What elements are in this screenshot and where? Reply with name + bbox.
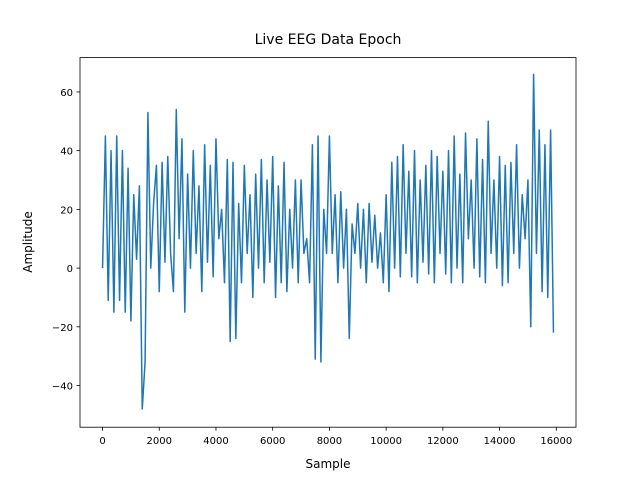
- x-tick-label: 8000: [317, 436, 342, 447]
- y-tick-label: 20: [60, 205, 73, 216]
- x-tick-label: 4000: [203, 436, 228, 447]
- x-axis-label: Sample: [306, 457, 351, 471]
- y-axis-label: Amplitude: [21, 211, 35, 273]
- y-tick-label: 0: [67, 264, 73, 275]
- x-tick-label: 10000: [370, 436, 402, 447]
- x-tick-label: 6000: [260, 436, 285, 447]
- x-tick-label: 12000: [427, 436, 459, 447]
- y-tick-label: −20: [52, 323, 73, 334]
- x-tick-label: 14000: [484, 436, 516, 447]
- chart-title: Live EEG Data Epoch: [255, 32, 402, 48]
- x-tick-label: 2000: [147, 436, 172, 447]
- y-tick-label: −40: [52, 382, 73, 393]
- data-line: [101, 73, 555, 410]
- x-tick-label: 16000: [540, 436, 572, 447]
- plot-frame: [79, 57, 577, 428]
- y-tick-label: 40: [60, 147, 73, 158]
- y-tick-label: 60: [60, 88, 73, 99]
- x-tick-label: 0: [99, 436, 105, 447]
